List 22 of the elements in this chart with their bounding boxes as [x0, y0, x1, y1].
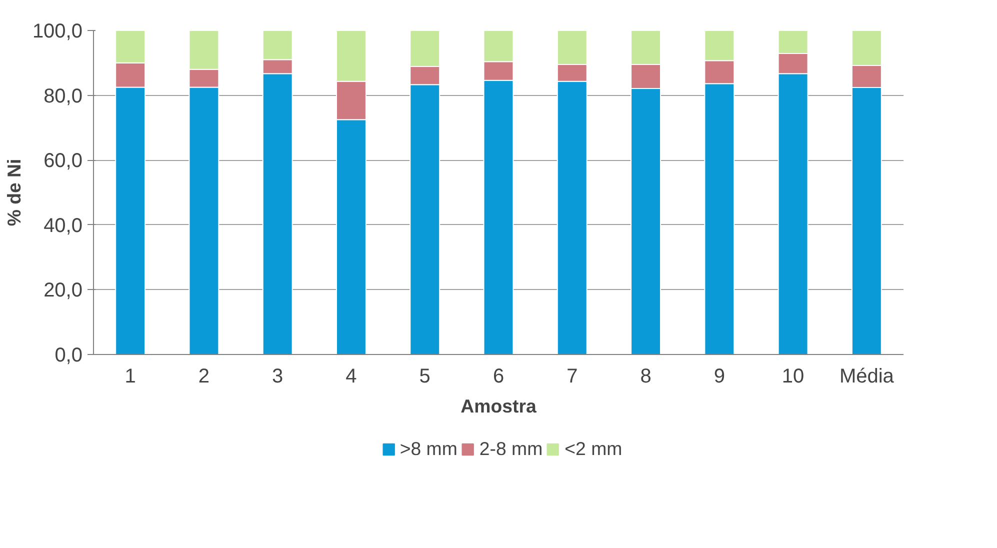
legend-label: <2 mm: [564, 438, 622, 460]
x-tick-label: 5: [419, 366, 430, 388]
y-axis-title: % de Ni: [3, 158, 24, 226]
x-tick-label: 8: [640, 366, 652, 388]
y-tick-label: 60,0: [44, 150, 83, 172]
y-tick-label: 40,0: [44, 214, 83, 237]
y-tick-label: 20,0: [44, 280, 83, 302]
x-axis-title: Amostra: [460, 396, 537, 416]
x-tick-label: 7: [566, 366, 578, 388]
legend-label: 2-8 mm: [479, 438, 543, 460]
x-tick-label: 1: [124, 366, 136, 388]
y-tick-label: 0,0: [54, 344, 83, 366]
x-tick-label: 3: [272, 366, 284, 388]
x-tick-label: Média: [839, 366, 895, 388]
y-tick-label: 100,0: [32, 20, 83, 42]
y-tick-label: 80,0: [44, 85, 83, 108]
x-tick-label: 2: [198, 366, 210, 388]
legend-label: >8 mm: [400, 438, 458, 460]
x-tick-label: 6: [492, 366, 504, 388]
x-tick-label: 9: [714, 366, 725, 388]
x-tick-label: 10: [782, 366, 804, 388]
x-tick-label: 4: [346, 366, 357, 388]
